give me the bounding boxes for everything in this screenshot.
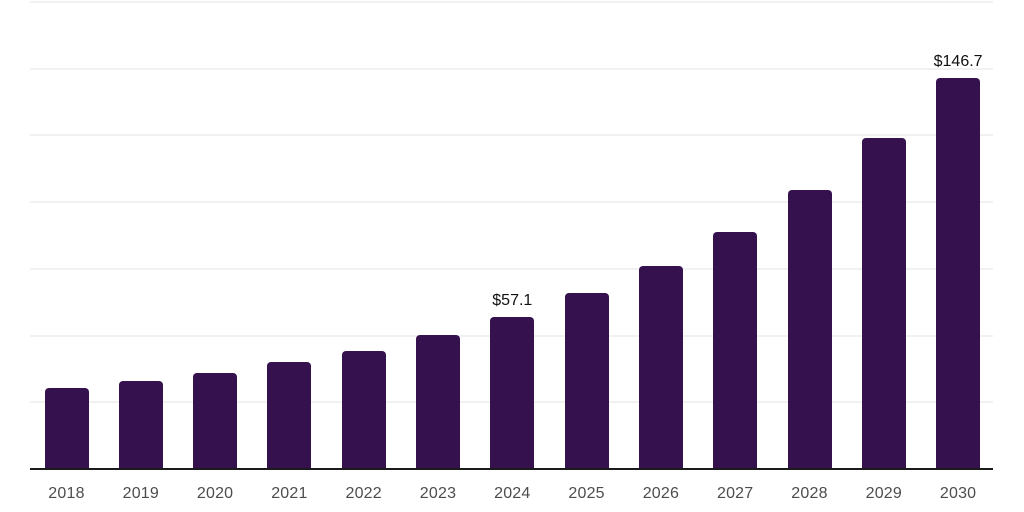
- data-label-2030: $146.7: [933, 52, 983, 70]
- bar-2019: [118, 380, 163, 469]
- bar-2023: [416, 335, 460, 469]
- gridline: [30, 67, 993, 70]
- x-tick-label-2018: 2018: [48, 485, 85, 502]
- gridline: [30, 267, 993, 270]
- x-tick-label-2020: 2020: [196, 485, 234, 502]
- x-tick-label-2022: 2022: [345, 485, 382, 502]
- x-tick-label-2030: 2030: [939, 485, 977, 502]
- x-tick-label-2019: 2019: [122, 485, 159, 502]
- x-tick-label-2023: 2023: [419, 485, 457, 502]
- bar-2020: [193, 373, 238, 469]
- bar-2018: [44, 388, 89, 469]
- bar-2022: [341, 351, 386, 469]
- bar-2027: [713, 232, 758, 469]
- x-axis-line: [30, 468, 993, 470]
- x-tick-label-2027: 2027: [716, 485, 754, 502]
- gridline: [30, 201, 993, 204]
- bar-2028: [787, 190, 832, 469]
- bar-2025: [564, 293, 609, 469]
- gridline: [30, 1, 993, 3]
- x-tick-label-2021: 2021: [271, 485, 308, 502]
- x-tick-label-2028: 2028: [791, 485, 828, 502]
- x-tick-label-2026: 2026: [642, 485, 680, 502]
- bar-2024: [490, 316, 535, 469]
- x-tick-label-2024: 2024: [494, 485, 531, 502]
- gridline: [30, 134, 993, 137]
- data-label-2024: $57.1: [492, 291, 533, 309]
- bar-2021: [267, 362, 312, 469]
- bar-2030: [936, 77, 981, 469]
- bar-2029: [861, 138, 906, 469]
- x-tick-label-2025: 2025: [568, 485, 605, 502]
- bar-2026: [638, 265, 683, 469]
- x-tick-label-2029: 2029: [865, 485, 902, 502]
